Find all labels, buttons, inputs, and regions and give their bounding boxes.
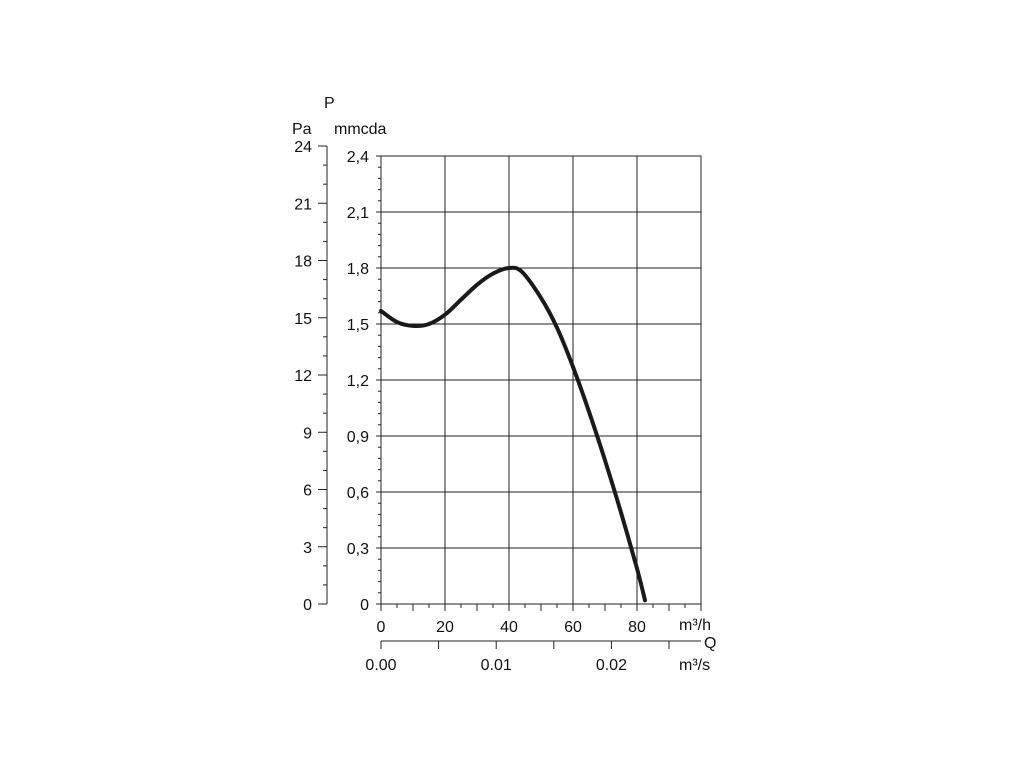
x-secondary-tick-label: 0.01 [481, 657, 512, 674]
left-axis-tick-label: 21 [294, 196, 312, 213]
grid [380, 155, 702, 605]
right-axis-tick-label: 0,6 [347, 485, 369, 502]
right-axis: 0 0,3 0,6 0,9 1,2 1,5 1,8 2,1 2,4 [347, 149, 381, 614]
x-primary-tick-label: 20 [436, 619, 454, 636]
right-axis-tick-label: 1,2 [347, 373, 369, 390]
left-axis-unit: Pa [292, 121, 312, 138]
right-axis-tick-label: 0 [360, 597, 369, 614]
x-secondary-unit: m³/s [679, 657, 710, 674]
x-quantity-symbol: Q [704, 635, 716, 652]
right-axis-tick-label: 2,1 [347, 205, 369, 222]
left-axis-tick-label: 18 [294, 254, 312, 271]
bottom-axis: 0 20 40 60 80 [377, 604, 702, 636]
right-axis-tick-label: 1,8 [347, 261, 369, 278]
right-axis-tick-label: 0,9 [347, 429, 369, 446]
left-axis-tick-label: 6 [303, 483, 312, 500]
right-axis-tick-label: 2,4 [347, 149, 369, 166]
flow-m3s-axis: 0.00 0.01 0.02 [365, 640, 701, 674]
right-axis-unit: mmcda [334, 121, 387, 138]
left-axis-tick-label: 0 [303, 597, 312, 614]
x-secondary-tick-label: 0.02 [596, 657, 627, 674]
left-axis-tick-label: 24 [294, 139, 312, 156]
x-secondary-tick-label: 0.00 [365, 657, 396, 674]
y-quantity-symbol: P [324, 95, 335, 112]
left-axis-tick-label: 9 [303, 425, 312, 442]
left-axis-tick-label: 15 [294, 311, 312, 328]
right-axis-tick-label: 0,3 [347, 541, 369, 558]
right-axis-tick-label: 1,5 [347, 317, 369, 334]
x-primary-unit: m³/h [679, 617, 711, 634]
left-axis: 0 3 6 9 12 15 18 21 24 [294, 139, 328, 614]
left-axis-tick-label: 12 [294, 368, 312, 385]
x-primary-tick-label: 60 [564, 619, 582, 636]
x-primary-tick-label: 80 [628, 619, 646, 636]
x-primary-tick-label: 40 [500, 619, 518, 636]
left-axis-tick-label: 3 [303, 540, 312, 557]
series-line [379, 265, 647, 603]
x-primary-tick-label: 0 [377, 619, 386, 636]
